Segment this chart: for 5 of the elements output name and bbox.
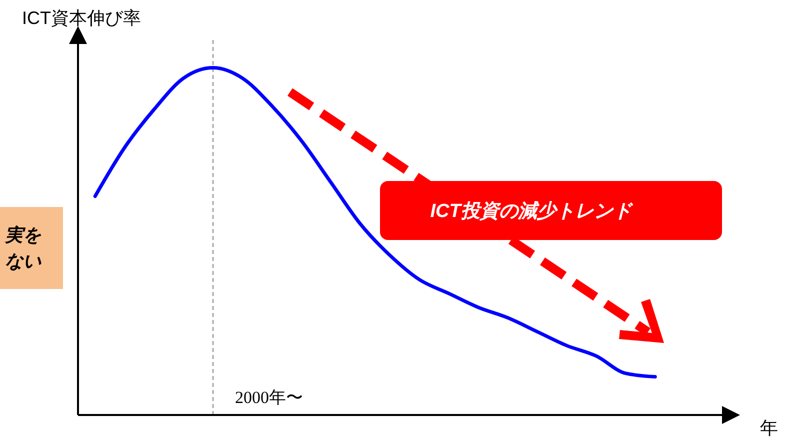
note-box: 実を ない [0, 207, 63, 289]
annotation: 2000年〜 [234, 388, 303, 407]
callout-box: ICT投資の減少トレンド [380, 181, 722, 240]
y-axis-title: ICT資本伸び率 [22, 7, 141, 30]
text: 年 [760, 417, 778, 440]
